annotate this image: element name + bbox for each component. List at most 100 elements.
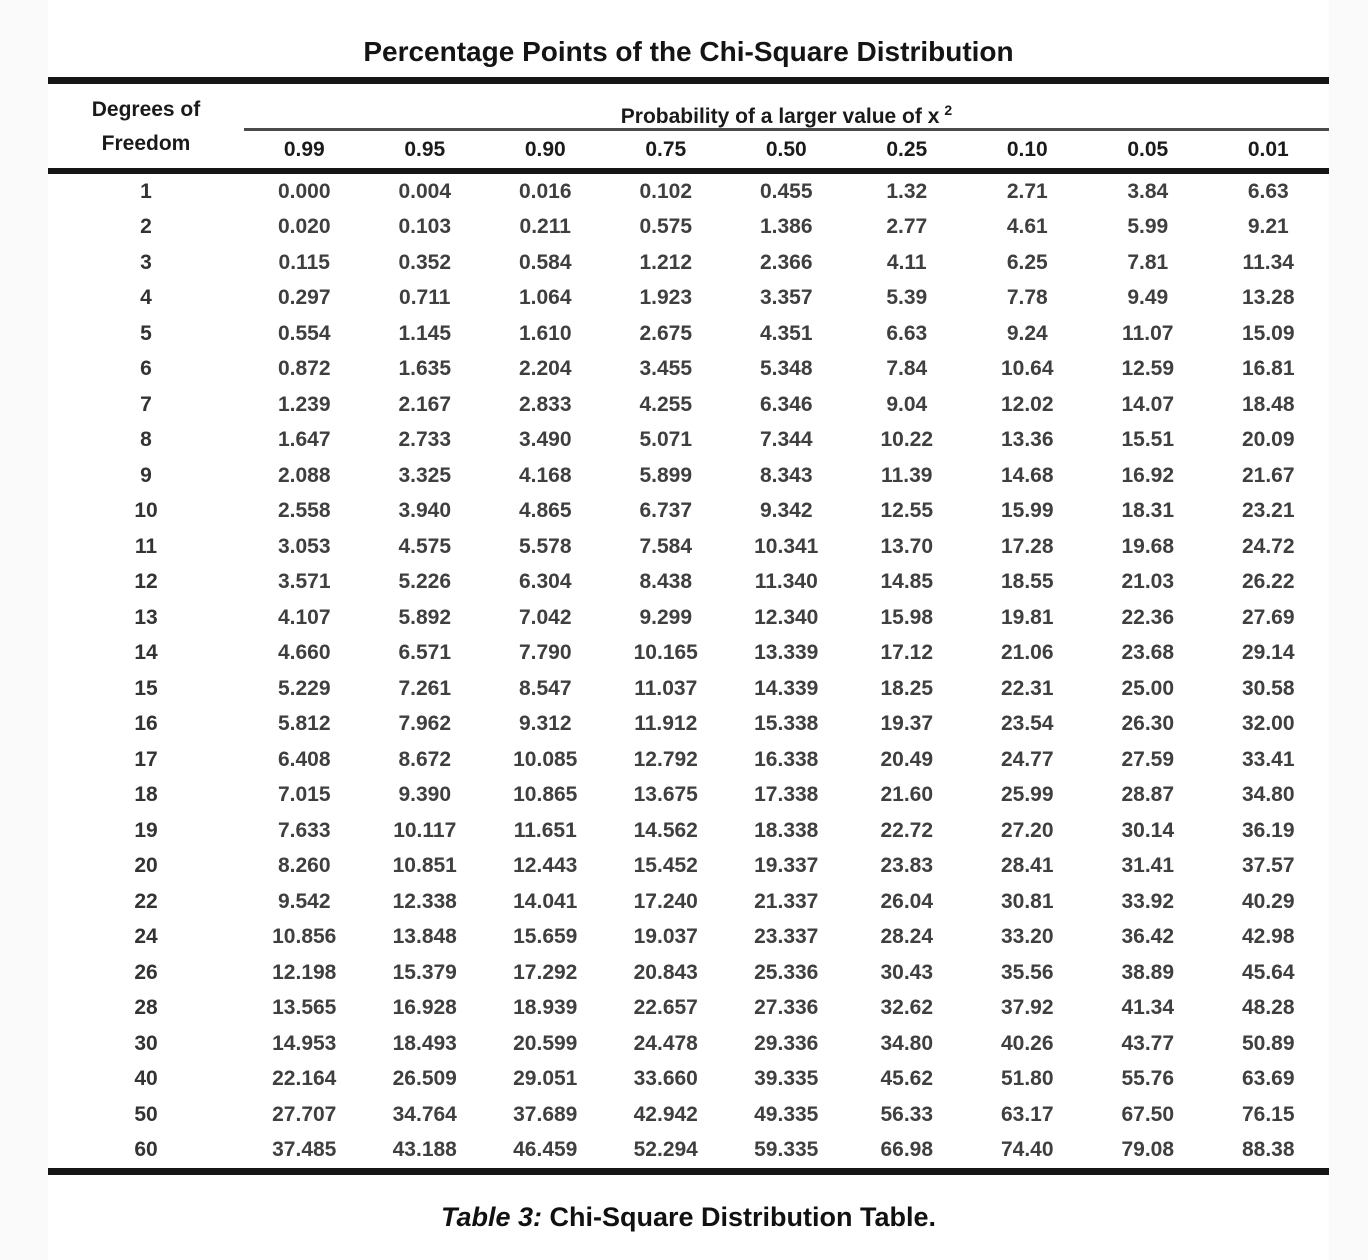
df-cell: 15 (134, 676, 158, 700)
value-cell: 6.25 (1006, 250, 1048, 274)
value-cell: 27.69 (1241, 605, 1295, 629)
df-cell: 3 (140, 250, 152, 274)
value-cell: 5.39 (886, 286, 928, 310)
value-cell: 21.03 (1121, 570, 1175, 594)
value-cell: 2.675 (639, 321, 693, 345)
column-header: 0.50 (765, 137, 807, 161)
value-cell: 28.87 (1121, 783, 1175, 807)
df-cell: 9 (140, 463, 152, 487)
table-row: 14 4.660 6.571 7.790 10.165 13.339 17.12 21.06 2… (48, 636, 1329, 672)
value-cell: 40.29 (1241, 889, 1295, 913)
value-cell: 8.343 (759, 463, 813, 487)
value-cell: 5.899 (639, 463, 693, 487)
table-row: 1 0.000 0.004 0.016 0.102 0.455 1.32 2.71 3.84 6.… (48, 174, 1329, 210)
value-cell: 19.037 (633, 925, 698, 949)
value-cell: 12.55 (880, 499, 934, 523)
table-row: 15 5.229 7.261 8.547 11.037 14.339 18.25 22.31 2… (48, 671, 1329, 707)
value-cell: 10.64 (1000, 357, 1054, 381)
value-cell: 12.59 (1121, 357, 1175, 381)
value-cell: 7.84 (886, 357, 928, 381)
value-cell: 32.62 (880, 996, 934, 1020)
value-cell: 25.00 (1121, 676, 1175, 700)
caption-label: Table 3: (440, 1202, 542, 1232)
value-cell: 25.99 (1000, 783, 1054, 807)
value-cell: 45.64 (1241, 960, 1295, 984)
value-cell: 34.80 (1241, 783, 1295, 807)
value-cell: 23.337 (754, 925, 819, 949)
df-cell: 1 (140, 179, 152, 203)
table-caption: Table 3: Chi-Square Distribution Table. (48, 1202, 1329, 1233)
table-row: 40 22.164 26.509 29.051 33.660 39.335 45.62 51.… (48, 1062, 1329, 1098)
column-header: 0.05 (1127, 137, 1169, 161)
df-cell: 30 (134, 1031, 158, 1055)
value-cell: 23.54 (1000, 712, 1054, 736)
table-row: 10 2.558 3.940 4.865 6.737 9.342 12.55 15.99 18.… (48, 494, 1329, 530)
value-cell: 0.352 (398, 250, 452, 274)
value-cell: 27.336 (754, 996, 819, 1020)
df-header-line2: Freedom (101, 132, 191, 155)
value-cell: 7.962 (398, 712, 452, 736)
value-cell: 19.68 (1121, 534, 1175, 558)
value-cell: 51.80 (1000, 1067, 1054, 1091)
value-cell: 4.351 (759, 321, 813, 345)
value-cell: 5.578 (518, 534, 572, 558)
value-cell: 4.575 (398, 534, 452, 558)
value-cell: 33.660 (633, 1067, 698, 1091)
value-cell: 20.09 (1241, 428, 1295, 452)
value-cell: 5.812 (277, 712, 331, 736)
value-cell: 7.015 (277, 783, 331, 807)
df-cell: 24 (134, 925, 158, 949)
df-cell: 4 (140, 286, 152, 310)
value-cell: 10.165 (633, 641, 698, 665)
table-row: 19 7.633 10.117 11.651 14.562 18.338 22.72 27.2… (48, 813, 1329, 849)
value-cell: 43.188 (392, 1138, 457, 1162)
value-cell: 12.443 (513, 854, 578, 878)
value-cell: 7.790 (518, 641, 572, 665)
value-cell: 32.00 (1241, 712, 1295, 736)
value-cell: 6.346 (759, 392, 813, 416)
value-cell: 39.335 (754, 1067, 819, 1091)
value-cell: 10.865 (513, 783, 578, 807)
value-cell: 19.81 (1000, 605, 1054, 629)
chi-square-superscript: 2 (944, 102, 953, 118)
value-cell: 0.554 (277, 321, 331, 345)
value-cell: 37.689 (513, 1102, 578, 1126)
value-cell: 0.016 (518, 179, 572, 203)
value-cell: 30.81 (1000, 889, 1054, 913)
value-cell: 4.61 (1006, 215, 1048, 239)
value-cell: 67.50 (1121, 1102, 1175, 1126)
value-cell: 88.38 (1241, 1138, 1295, 1162)
value-cell: 23.83 (880, 854, 934, 878)
df-cell: 60 (134, 1138, 158, 1162)
value-cell: 1.239 (277, 392, 331, 416)
value-cell: 11.34 (1242, 250, 1294, 274)
column-headers-row: 0.99 0.95 0.90 0.75 0.50 0.25 0.10 0.05 0.01 (244, 131, 1329, 168)
column-header: 0.75 (645, 137, 687, 161)
value-cell: 37.92 (1000, 996, 1054, 1020)
value-cell: 10.341 (754, 534, 819, 558)
value-cell: 10.117 (393, 818, 457, 842)
value-cell: 15.99 (1000, 499, 1054, 523)
column-header: 0.25 (886, 137, 928, 161)
table-row: 20 8.260 10.851 12.443 15.452 19.337 23.83 28.4… (48, 849, 1329, 885)
value-cell: 9.24 (1006, 321, 1048, 345)
value-cell: 27.707 (272, 1102, 337, 1126)
value-cell: 2.088 (277, 463, 331, 487)
value-cell: 52.294 (633, 1138, 698, 1162)
table-row: 6 0.872 1.635 2.204 3.455 5.348 7.84 10.64 12.59… (48, 352, 1329, 388)
value-cell: 10.851 (392, 854, 457, 878)
value-cell: 20.599 (513, 1031, 578, 1055)
value-cell: 17.240 (633, 889, 698, 913)
value-cell: 76.15 (1241, 1102, 1295, 1126)
value-cell: 0.115 (278, 250, 330, 274)
value-cell: 11.037 (634, 676, 698, 700)
header-body-rule (48, 168, 1329, 174)
value-cell: 13.339 (754, 641, 819, 665)
value-cell: 9.299 (639, 605, 693, 629)
value-cell: 14.339 (754, 676, 819, 700)
value-cell: 16.92 (1121, 463, 1175, 487)
df-cell: 20 (134, 854, 158, 878)
value-cell: 2.204 (518, 357, 572, 381)
